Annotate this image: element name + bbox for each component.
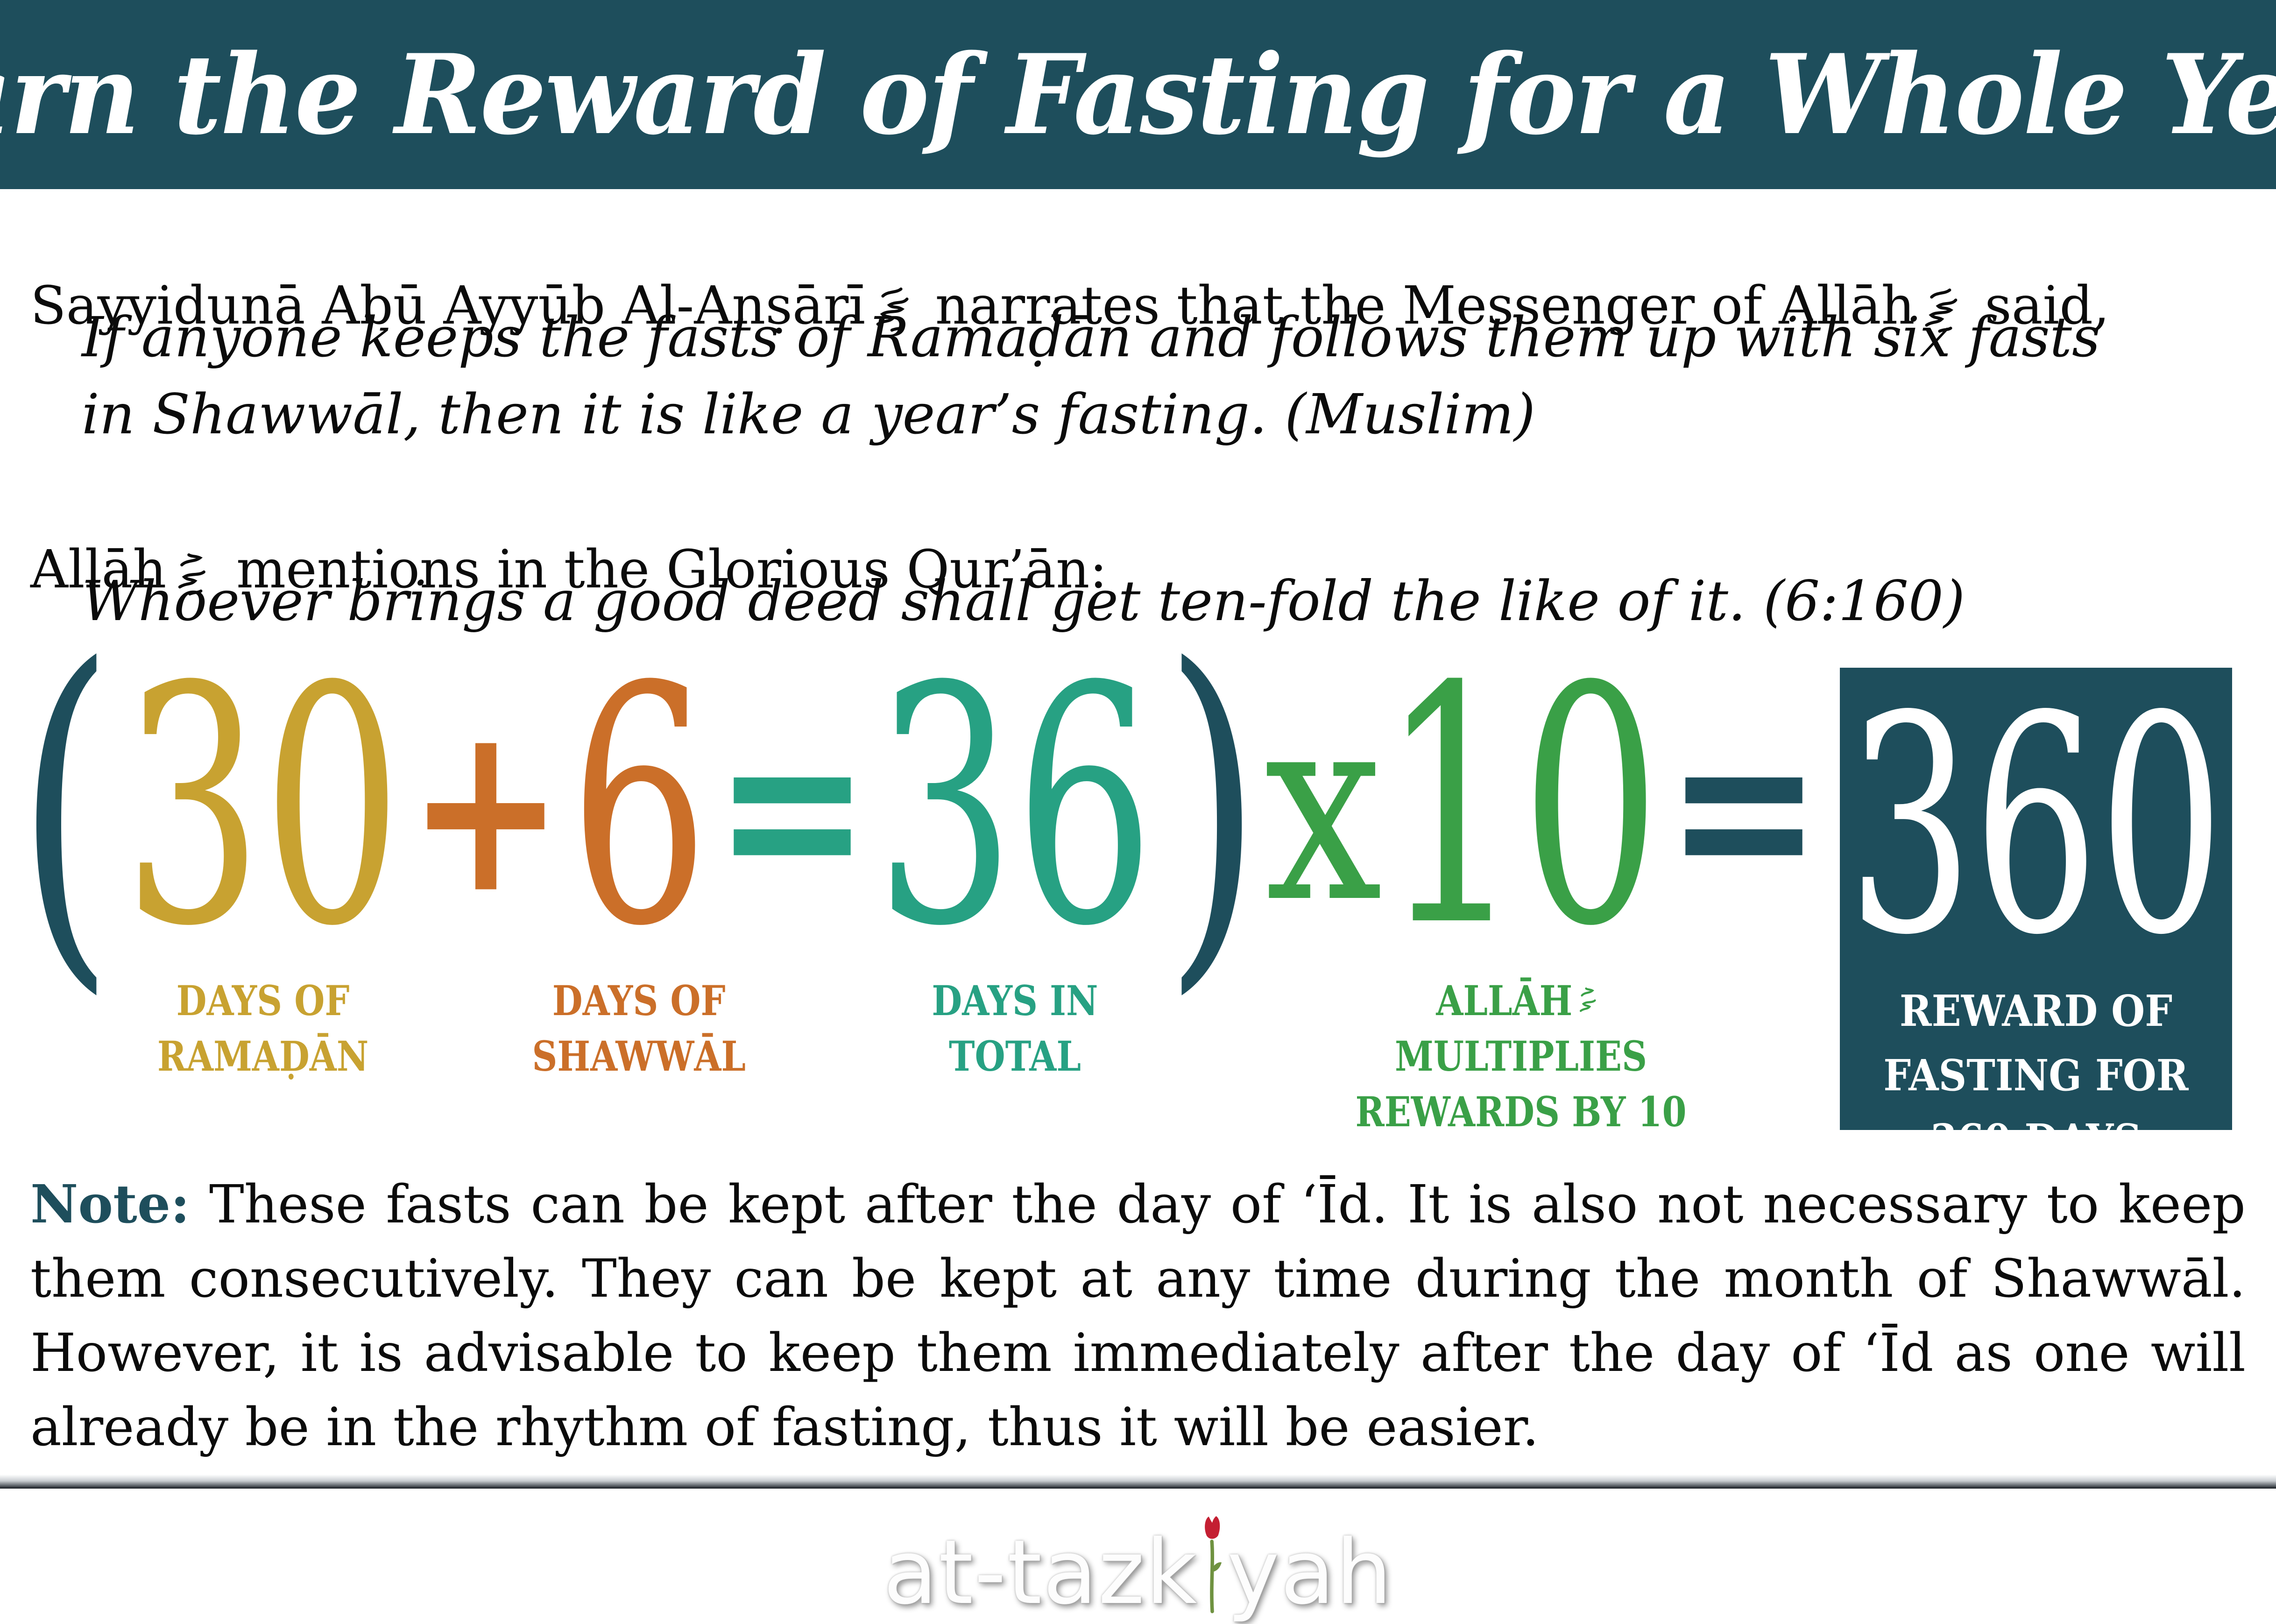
equation-equals-one: =	[713, 658, 871, 957]
multiplier-value: 10	[1381, 617, 1661, 998]
open-paren-glyph: (	[16, 590, 114, 1025]
sallallahu-alayhi-wasallam-calligraphy-icon	[1925, 288, 1957, 333]
result-label: REWARD OF FASTING FOR 360 DAYS	[1883, 986, 2189, 1165]
logo-text-left: at-tazk	[883, 1521, 1198, 1624]
times-glyph: x	[1265, 656, 1383, 960]
red-tulip-icon	[1205, 1516, 1222, 1613]
note-paragraph: Note: These fasts can be kept after the …	[30, 1167, 2246, 1465]
logo-text-right: yah	[1227, 1521, 1393, 1624]
ramadan-days-value: 30	[123, 617, 403, 998]
footer-divider-bar	[0, 1475, 2276, 1489]
narration-middle: narrates that the Messenger of Allāh	[919, 275, 1915, 336]
total-days-value: 36	[876, 617, 1155, 998]
shawwal-days-value: 6	[569, 617, 709, 998]
quran-intro-line: Allāh mentions in the Glorious Qur’ān:	[30, 536, 2246, 605]
plus-glyph: +	[407, 671, 565, 945]
equals-two-glyph: =	[1666, 671, 1823, 945]
equation-sum-total: 36 DAYS IN TOTAL	[875, 644, 1155, 1084]
footer-logo-row: at-tazk yah	[0, 1493, 2276, 1624]
result-box: 360 REWARD OF FASTING FOR 360 DAYS	[1840, 652, 2232, 1165]
shawwal-days-label: DAYS OF SHAWWĀL	[532, 976, 746, 1080]
equation-term-ramadan: 30 DAYS OF RAMAḌĀN	[123, 644, 403, 1084]
narration-prefix: Sayyidunā Abū Ayyūb Al-Anṣārī	[30, 275, 866, 336]
quran-intro-prefix: Allāh	[30, 539, 167, 600]
note-label: Note:	[30, 1174, 190, 1235]
equation-multiplier-ten: 10 ALLĀH MULTIPLIES REWARDS BY 10	[1356, 644, 1687, 1139]
ramadan-days-label: DAYS OF RAMAḌĀN	[157, 976, 368, 1080]
narration-line: Sayyidunā Abū Ayyūb Al-Anṣārī narrates t…	[30, 272, 2246, 341]
subhanahu-wa-taala-calligraphy-icon	[178, 553, 206, 596]
equation-term-shawwal: 6 DAYS OF SHAWWĀL	[532, 644, 746, 1084]
equals-one-glyph: =	[714, 671, 870, 945]
equation-times-operator: x	[1265, 658, 1383, 957]
at-tazkiyah-logo: at-tazk yah	[883, 1493, 1392, 1624]
total-days-label: DAYS IN TOTAL	[932, 976, 1098, 1080]
hadith-quote: If anyone keeps the fasts of Ramaḍān and…	[82, 305, 2100, 447]
subhanahu-wa-taala-calligraphy-icon	[1579, 987, 1596, 1012]
note-text: These fasts can be kept after the day of…	[30, 1174, 2246, 1458]
narration-suffix: said,	[1968, 275, 2110, 336]
header-band: Earn the Reward of Fasting for a Whole Y…	[0, 0, 2276, 189]
multiplier-label: ALLĀH MULTIPLIES REWARDS BY 10	[1355, 976, 1687, 1136]
equation-plus-operator: +	[407, 658, 565, 957]
close-paren-glyph: )	[1164, 590, 1262, 1025]
equation-equals-two: =	[1665, 658, 1824, 957]
equation-close-paren: )	[1159, 621, 1266, 995]
quran-intro-suffix: mentions in the Glorious Qur’ān:	[219, 539, 1108, 600]
result-value: 360	[1847, 652, 2225, 1000]
page-title: Earn the Reward of Fasting for a Whole Y…	[0, 30, 2276, 159]
equation-open-paren: (	[12, 621, 119, 995]
radiyallahu-anhu-calligraphy-icon	[876, 287, 909, 332]
quran-quote: Whoever brings a good deed shall get ten…	[82, 569, 1965, 633]
equation-row: ( 30 DAYS OF RAMAḌĀN + 6 DAYS OF SHAWWĀL…	[12, 621, 1824, 1139]
